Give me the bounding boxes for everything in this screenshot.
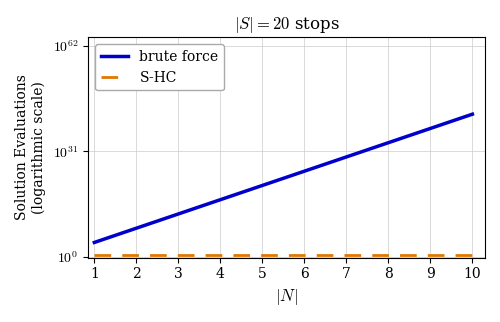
- S-HC: [218, 253, 224, 257]
- brute force: [302, 169, 308, 173]
- S-HC: [428, 253, 434, 257]
- S-HC: [134, 253, 140, 257]
- Legend: brute force, S-HC: brute force, S-HC: [95, 44, 224, 90]
- S-HC: [344, 253, 349, 257]
- brute force: [428, 127, 434, 130]
- brute force: [218, 198, 224, 202]
- S-HC: [470, 253, 476, 257]
- X-axis label: $|N|$: $|N|$: [275, 287, 298, 307]
- brute force: [344, 155, 349, 159]
- brute force: [386, 141, 392, 145]
- S-HC: [92, 253, 98, 257]
- brute force: [176, 212, 182, 216]
- brute force: [92, 241, 98, 244]
- brute force: [260, 184, 266, 187]
- S-HC: [176, 253, 182, 257]
- Line: brute force: brute force: [94, 114, 472, 242]
- Title: $|S| = 20$ stops: $|S| = 20$ stops: [234, 15, 340, 35]
- brute force: [470, 112, 476, 116]
- S-HC: [260, 253, 266, 257]
- S-HC: [386, 253, 392, 257]
- brute force: [134, 226, 140, 230]
- Y-axis label: Solution Evaluations
(logarithmic scale): Solution Evaluations (logarithmic scale): [15, 75, 46, 221]
- S-HC: [302, 253, 308, 257]
